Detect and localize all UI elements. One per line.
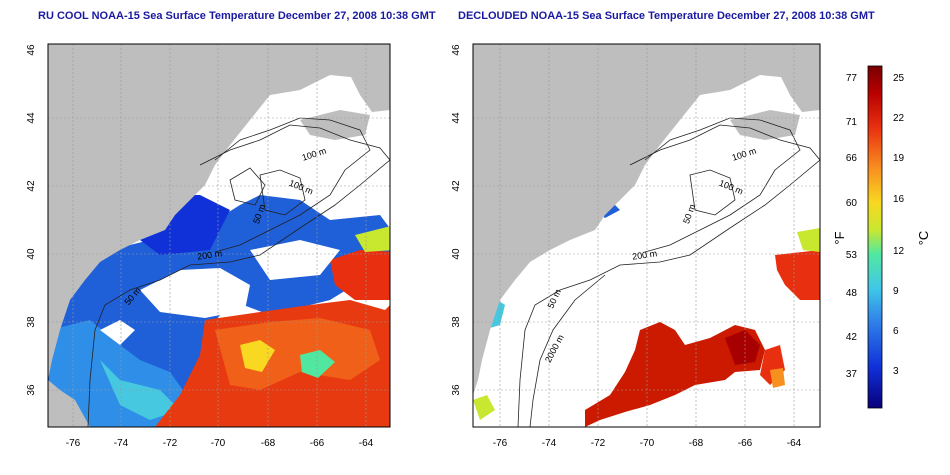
lat-tick: 42 [26,180,37,192]
lat-tick: 36 [451,384,462,396]
lon-tick: -72 [163,438,178,449]
lon-tick: -64 [787,438,802,449]
lon-tick: -66 [310,438,325,449]
right-map-title: DECLOUDED NOAA-15 Sea Surface Temperatur… [458,10,875,22]
celsius-tick: 22 [893,113,905,124]
celsius-axis-label: °C [916,231,931,246]
fahrenheit-tick: 53 [846,250,858,261]
lat-tick: 40 [26,248,37,260]
temperature-colorbar: 77 71 66 60 53 48 42 37 25 22 19 16 12 9… [832,65,931,409]
lat-tick: 46 [451,44,462,56]
lon-tick: -64 [359,438,374,449]
fahrenheit-tick: 66 [846,153,858,164]
lon-tick: -72 [591,438,606,449]
celsius-tick: 19 [893,153,905,164]
lon-tick: -76 [493,438,508,449]
fahrenheit-axis-label: °F [832,231,847,244]
lon-tick: -74 [114,438,129,449]
celsius-tick: 12 [893,246,905,257]
contour-label: 200 m [632,248,658,261]
lat-tick: 40 [451,248,462,260]
lon-tick: -70 [211,438,226,449]
left-sst-map: 100 m 100 m 50 m 200 m 50 m 36 38 40 42 … [26,43,391,449]
lat-tick: 36 [26,384,37,396]
lat-tick: 46 [26,44,37,56]
celsius-tick: 9 [893,286,899,297]
lat-tick: 38 [26,316,37,328]
fahrenheit-tick: 37 [846,369,858,380]
lon-tick: -70 [640,438,655,449]
celsius-tick: 6 [893,326,899,337]
fahrenheit-tick: 48 [846,288,858,299]
warm-water-region [585,322,765,427]
fahrenheit-tick: 60 [846,198,858,209]
lon-tick: -68 [689,438,704,449]
colorbar-gradient [867,65,883,409]
lon-tick: -66 [738,438,753,449]
fahrenheit-tick: 42 [846,332,858,343]
fahrenheit-tick: 71 [846,117,858,128]
lat-tick: 44 [451,112,462,124]
celsius-tick: 25 [893,73,905,84]
lat-tick: 42 [451,180,462,192]
lon-tick: -76 [66,438,81,449]
land-mass [48,44,390,380]
celsius-tick: 3 [893,366,899,377]
lat-tick: 44 [26,112,37,124]
land-mass [473,44,820,395]
right-sst-map: 100 m 100 m 50 m 200 m 50 m 2000 m 36 38… [451,43,821,449]
fahrenheit-tick: 77 [846,73,858,84]
left-map-title: RU COOL NOAA-15 Sea Surface Temperature … [38,10,436,22]
celsius-tick: 16 [893,194,905,205]
lon-tick: -74 [542,438,557,449]
lon-tick: -68 [261,438,276,449]
lat-tick: 38 [451,316,462,328]
contour-label: 200 m [197,248,223,261]
